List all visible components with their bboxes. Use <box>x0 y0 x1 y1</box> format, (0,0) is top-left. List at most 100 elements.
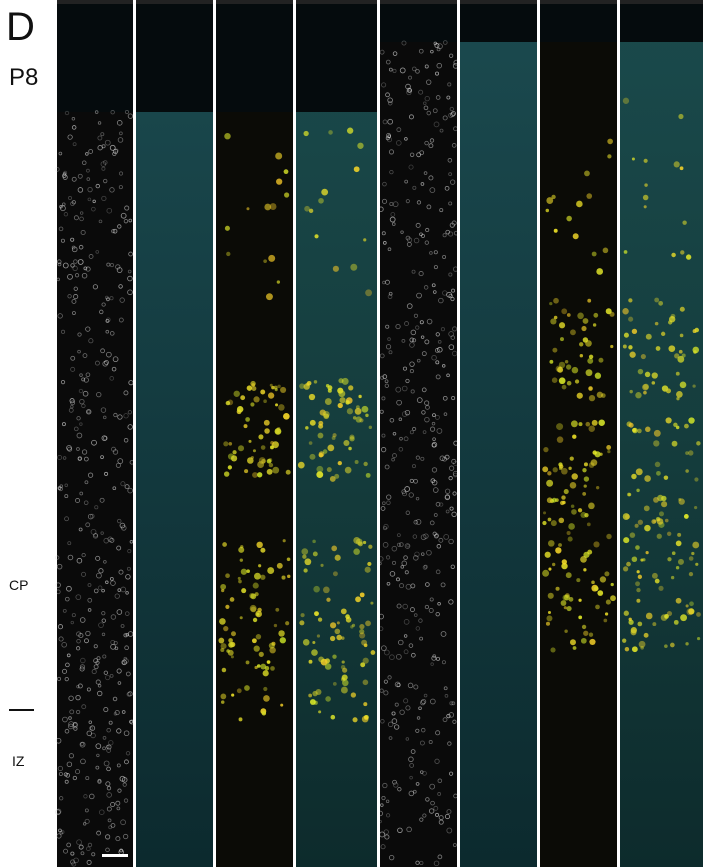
labeled-cell <box>254 573 261 580</box>
labeled-cell <box>313 551 318 556</box>
labeled-cell <box>582 625 586 629</box>
labeled-cell <box>677 533 681 537</box>
labeled-cell <box>275 388 278 391</box>
labeled-cell <box>267 567 274 574</box>
labeled-cell <box>644 633 649 638</box>
labeled-cell <box>238 547 244 553</box>
labeled-cell <box>565 360 568 363</box>
labeled-cell <box>358 395 361 398</box>
labeled-cell <box>232 450 236 454</box>
labeled-cell <box>240 395 245 400</box>
labeled-cell <box>341 608 347 614</box>
labeled-cell <box>561 495 565 499</box>
labeled-cell <box>556 587 560 591</box>
region-label: CP <box>9 577 28 593</box>
labeled-cell <box>277 385 280 388</box>
labeled-cell <box>684 514 689 519</box>
labeled-cell <box>561 600 567 606</box>
labeled-cell <box>310 420 316 426</box>
labeled-cell <box>270 441 274 445</box>
labeled-cell <box>587 358 593 364</box>
strip-background <box>296 0 377 867</box>
labeled-cell <box>326 598 330 602</box>
labeled-cell <box>284 169 289 174</box>
labeled-cell <box>664 614 669 619</box>
labeled-cell <box>607 154 611 158</box>
labeled-cell <box>253 618 257 622</box>
labeled-cell <box>318 710 321 713</box>
labeled-cell <box>323 449 328 454</box>
labeled-cell <box>309 441 313 445</box>
figure-panel: D P8 CP IZ <box>0 0 703 867</box>
labeled-cell <box>686 604 689 607</box>
labeled-cell <box>559 467 562 470</box>
strip-top-border <box>136 0 213 4</box>
labeled-cell <box>260 575 265 580</box>
labeled-cell <box>543 447 548 452</box>
labeled-cell <box>637 570 640 573</box>
labeled-cell <box>591 581 595 585</box>
labeled-cell <box>237 688 242 693</box>
labeled-cell <box>256 634 261 639</box>
labeled-cell <box>696 612 701 617</box>
labeled-cell <box>679 350 683 354</box>
labeled-cell <box>228 442 232 446</box>
labeled-cell <box>584 462 588 466</box>
labeled-cell <box>341 687 348 694</box>
labeled-cell <box>644 205 647 208</box>
labeled-cell <box>601 393 606 398</box>
labeled-cell <box>359 418 363 422</box>
labeled-cell <box>334 474 339 479</box>
labeled-cell <box>561 308 567 314</box>
labeled-cell <box>625 647 629 651</box>
labeled-cell <box>312 540 316 544</box>
labeled-cell <box>635 392 641 398</box>
labeled-cell <box>542 521 546 525</box>
labeled-cell <box>228 642 234 648</box>
labeled-cell <box>624 333 629 338</box>
labeled-cell <box>263 399 267 403</box>
labeled-cell <box>348 447 352 451</box>
labeled-cell <box>594 586 599 591</box>
labeled-cell <box>629 390 632 393</box>
labeled-cell <box>640 646 644 650</box>
labeled-cell <box>349 436 354 441</box>
labeled-cell <box>596 268 603 275</box>
labeled-cell <box>245 417 250 422</box>
labeled-cell <box>263 259 267 263</box>
labeled-cell <box>312 691 317 696</box>
labeled-cell <box>655 579 660 584</box>
strip-top-border <box>380 0 457 4</box>
labeled-cell <box>253 396 259 402</box>
labeled-cell <box>298 462 305 469</box>
labeled-cell <box>223 441 228 446</box>
labeled-cell <box>303 131 308 136</box>
strip-top-border <box>540 0 617 4</box>
labeled-cell <box>656 471 661 476</box>
labeled-cell <box>646 334 652 340</box>
labeled-cell <box>570 639 576 645</box>
labeled-cell <box>256 542 262 548</box>
labeled-cell <box>277 280 280 283</box>
labeled-cell <box>258 564 261 567</box>
labeled-cell <box>301 613 305 617</box>
labeled-cell <box>225 605 229 609</box>
labeled-cell <box>360 662 365 667</box>
labeled-cell <box>680 334 684 338</box>
labeled-cell <box>670 643 675 648</box>
labeled-cell <box>238 577 241 580</box>
labeled-cell <box>230 597 235 602</box>
labeled-cell <box>642 384 649 391</box>
labeled-cell <box>680 382 687 389</box>
labeled-cell <box>352 717 357 722</box>
labeled-cell <box>692 385 695 388</box>
labeled-cell <box>564 594 570 600</box>
labeled-cell <box>220 584 226 590</box>
separator <box>133 0 136 867</box>
labeled-cell <box>644 525 650 531</box>
labeled-cell <box>694 506 697 509</box>
labeled-cell <box>671 253 676 258</box>
labeled-cell <box>542 570 549 577</box>
labeled-cell <box>244 685 250 691</box>
labeled-cell <box>636 588 640 592</box>
